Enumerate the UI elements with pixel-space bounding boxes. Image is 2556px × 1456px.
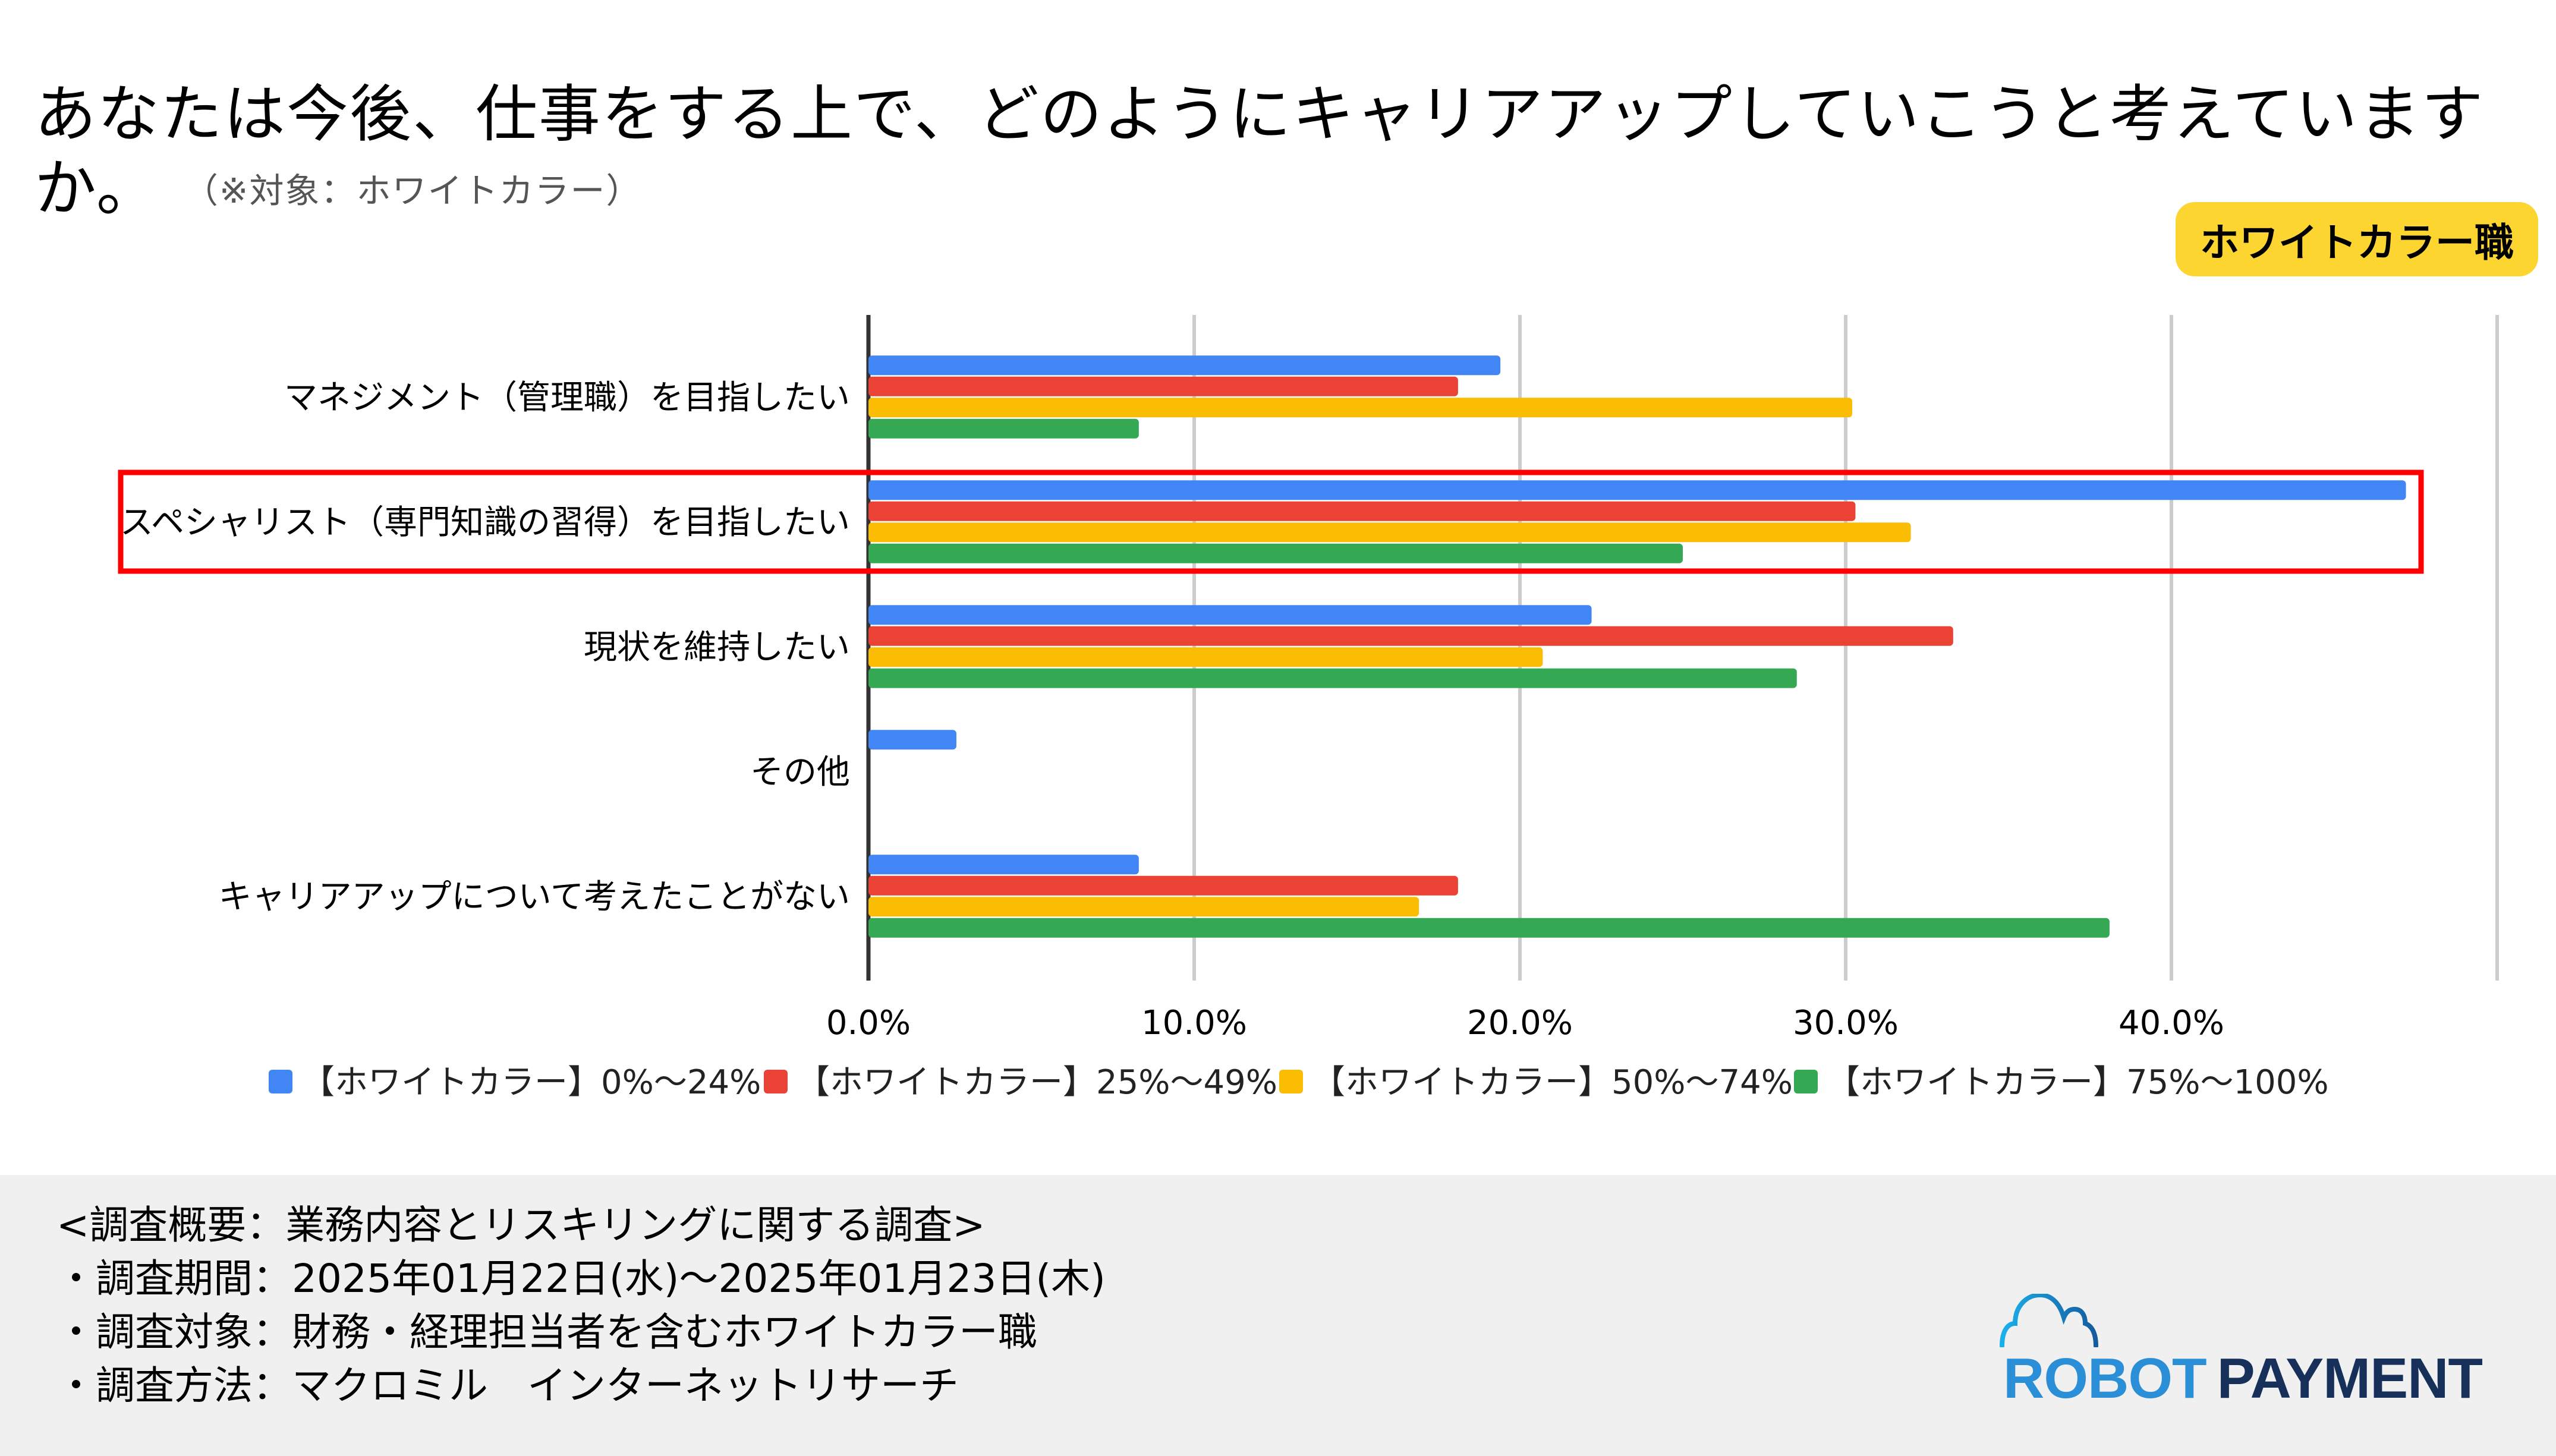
category-label: その他: [750, 753, 850, 792]
bar-chart: マネジメント（管理職）を目指したいスペシャリスト（専門知識の習得）を目指したい現…: [118, 315, 2499, 1102]
legend-swatch: [269, 1070, 292, 1093]
bar: [868, 730, 956, 750]
logo-word-payment: PAYMENT: [2217, 1347, 2483, 1410]
x-tick-labels: 0.0% 10.0% 20.0% 30.0% 40.0%: [826, 1004, 2224, 1042]
bar: [868, 855, 1139, 875]
bar: [868, 918, 2110, 938]
x-tick-label: 30.0%: [1793, 1004, 1899, 1042]
highlight-box: [118, 469, 2424, 574]
category-label: 現状を維持したい: [584, 628, 850, 667]
bars: [868, 355, 2406, 938]
cloud-logo-icon: [2000, 1294, 2098, 1347]
survey-summary: <調査概要：業務内容とリスキリングに関する調査> ・調査期間：2025年01月2…: [56, 1199, 1106, 1413]
category-label: スペシャリスト（専門知識の習得）を目指したい: [120, 503, 850, 542]
bar: [868, 668, 1797, 688]
bar: [868, 355, 1501, 376]
bar: [868, 522, 1911, 543]
x-tick-label: 40.0%: [2119, 1004, 2224, 1042]
bar: [868, 875, 1458, 896]
legend-label: 【ホワイトカラー】75%～100%: [1827, 1063, 2329, 1102]
legend-label: 【ホワイトカラー】0%～24%: [301, 1063, 761, 1102]
legend-swatch: [1794, 1070, 1818, 1093]
x-tick-label: 10.0%: [1141, 1004, 1247, 1042]
bar: [868, 398, 1852, 418]
bar: [868, 543, 1683, 563]
survey-target: ・調査対象：財務・経理担当者を含むホワイトカラー職: [56, 1309, 1037, 1355]
page-title: あなたは今後、仕事をする上で、どのようにキャリアアップしていこうと考えていますか…: [34, 77, 2531, 228]
category-badge: ホワイトカラー職: [2176, 202, 2538, 276]
subtitle: （※対象：ホワイトカラー）: [200, 171, 642, 211]
bar: [868, 418, 1139, 439]
survey-method: ・調査方法：マクロミル インターネットリサーチ: [56, 1363, 959, 1408]
category-label: マネジメント（管理職）を目指したい: [284, 379, 850, 417]
robot-payment-logo: ROBOT PAYMENT: [2003, 1346, 2483, 1411]
bar: [868, 626, 1953, 646]
legend: 【ホワイトカラー】0%～24% 【ホワイトカラー】25%～49% 【ホワイトカラー】…: [269, 1063, 2329, 1102]
survey-title: <調査概要：業務内容とリスキリングに関する調査>: [56, 1202, 986, 1248]
footer: <調査概要：業務内容とリスキリングに関する調査> ・調査期間：2025年01月2…: [0, 1175, 2556, 1456]
bar: [868, 376, 1458, 396]
legend-swatch: [764, 1070, 788, 1093]
bar: [868, 480, 2406, 500]
logo-word-robot: ROBOT: [2003, 1347, 2207, 1410]
bar: [868, 897, 1419, 917]
legend-label: 【ホワイトカラー】50%～74%: [1312, 1063, 1793, 1102]
category-label: キャリアアップについて考えたことがない: [219, 878, 850, 916]
legend-swatch: [1279, 1070, 1303, 1093]
bar: [868, 605, 1592, 625]
title-text: あなたは今後、仕事をする上で、どのようにキャリアアップしていこうと考えていますか…: [34, 78, 2485, 225]
bar: [868, 501, 1856, 521]
bar: [868, 647, 1543, 667]
survey-period: ・調査期間：2025年01月22日(水)～2025年01月23日(木): [56, 1256, 1106, 1301]
x-tick-label: 20.0%: [1467, 1004, 1573, 1042]
x-tick-label: 0.0%: [826, 1004, 911, 1042]
highlight-box-group: [118, 469, 2424, 574]
legend-label: 【ホワイトカラー】25%～49%: [797, 1063, 1277, 1102]
category-labels: マネジメント（管理職）を目指したいスペシャリスト（専門知識の習得）を目指したい現…: [120, 379, 850, 916]
